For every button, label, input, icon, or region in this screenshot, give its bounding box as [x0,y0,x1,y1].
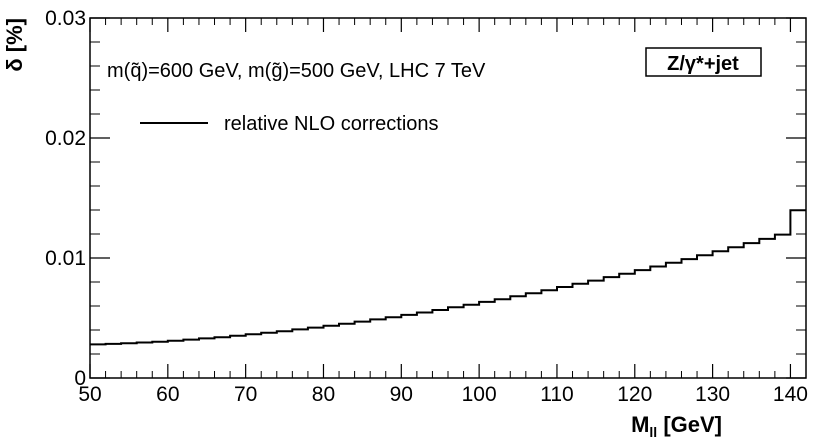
x-tick-label: 120 [617,383,652,406]
x-tick-label: 80 [312,383,335,406]
y-tick-label: 0.03 [45,7,86,30]
x-axis-title-sub: ll [649,424,657,440]
x-tick-label: 140 [773,383,808,406]
process-badge-box [645,47,762,77]
series-line-relative-nlo [90,209,806,346]
annotation-text: m(q̃)=600 GeV, m(g̃)=500 GeV, LHC 7 TeV [107,60,486,82]
y-tick-label: 0.02 [45,127,86,150]
x-tick-label: 60 [156,383,179,406]
y-tick-label: 0.01 [45,247,86,270]
x-tick-label: 70 [234,383,257,406]
axis-ticks [89,17,807,379]
y-tick-label: 0 [74,367,86,390]
x-tick-label: 130 [695,383,730,406]
x-tick-label: 110 [540,383,573,406]
x-axis-title-main: M [631,412,649,437]
process-badge: Z/γ*+jet [667,53,739,75]
legend-label: relative NLO corrections [224,113,439,135]
x-axis-title-unit: [GeV] [657,412,722,437]
axis-tick-labels: 50 60 70 80 90 100 110 120 130 140 0 0.01 0.02 0.03 [45,7,808,406]
y-axis-title: δ [%] [2,18,27,72]
x-tick-label: 50 [78,383,101,406]
x-tick-label: 100 [462,383,497,406]
x-axis-title: Mll [GeV] [631,412,722,440]
x-tick-label: 90 [390,383,413,406]
